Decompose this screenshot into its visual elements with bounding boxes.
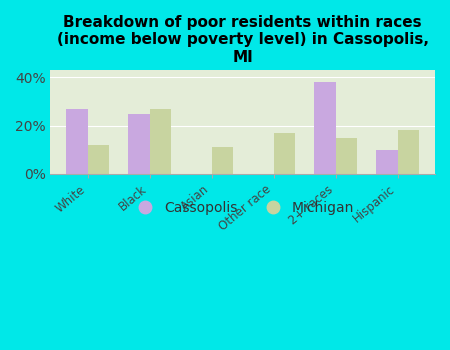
Bar	[66, 109, 88, 174]
Bar	[376, 150, 398, 174]
Bar	[398, 131, 419, 174]
Bar	[88, 145, 109, 174]
Bar	[336, 138, 357, 174]
Bar	[274, 133, 296, 174]
Legend: Cassopolis, Michigan: Cassopolis, Michigan	[126, 196, 360, 221]
Bar	[314, 82, 336, 174]
Bar	[212, 147, 234, 174]
Bar	[128, 113, 150, 174]
Title: Breakdown of poor residents within races
(income below poverty level) in Cassopo: Breakdown of poor residents within races…	[57, 15, 429, 65]
Bar	[150, 109, 171, 174]
